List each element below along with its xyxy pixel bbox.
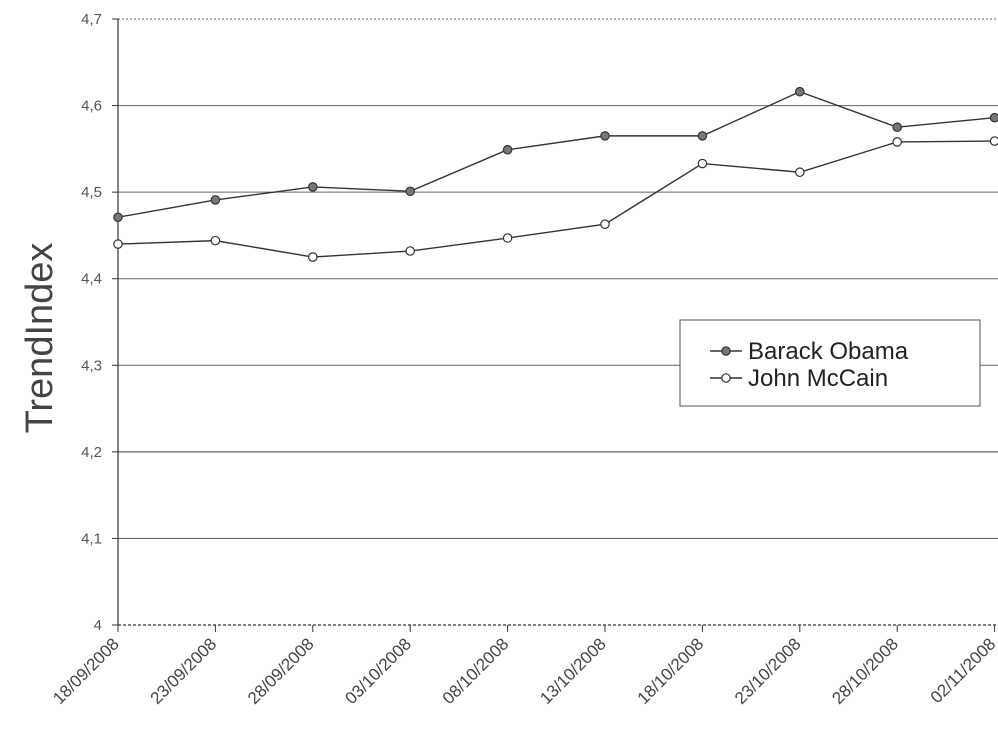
data-point <box>307 252 318 262</box>
series-line <box>117 90 995 218</box>
series-lines <box>113 86 998 262</box>
data-point <box>697 158 708 169</box>
legend-marker <box>721 373 731 383</box>
y-tick-label: 4,6 <box>81 98 102 115</box>
data-point <box>210 235 221 246</box>
x-tick-label: 28/10/2008 <box>828 634 902 708</box>
x-tick-label: 18/10/2008 <box>634 634 708 708</box>
x-tick-label: 23/10/2008 <box>731 634 805 708</box>
legend-entry-label: John McCain <box>748 365 888 392</box>
y-tick-labels: 4 4,1 4,2 4,3 4,4 4,5 4,6 4,7 <box>81 11 102 634</box>
data-point <box>794 86 805 97</box>
x-tick-labels: 18/09/2008 23/09/2008 28/09/2008 03/10/2008… <box>49 634 998 708</box>
data-point <box>600 219 610 229</box>
data-point <box>113 239 123 249</box>
y-tick-label: 4,3 <box>81 357 102 374</box>
x-tick-label: 28/09/2008 <box>244 634 318 708</box>
data-point <box>210 195 221 205</box>
legend-box <box>679 319 981 407</box>
data-point <box>892 137 902 147</box>
data-point <box>989 136 998 146</box>
y-tick-label: 4,7 <box>81 11 102 28</box>
y-tick-label: 4,4 <box>81 271 102 288</box>
data-point <box>502 144 513 155</box>
gridlines <box>118 18 998 540</box>
y-tick-label: 4,1 <box>81 530 102 547</box>
legend-entry-label: Barack Obama <box>748 338 909 365</box>
data-point <box>697 131 708 141</box>
data-point <box>405 246 415 256</box>
x-tick-label: 03/10/2008 <box>341 634 415 708</box>
y-tick-label: 4,5 <box>81 184 102 201</box>
x-tick-label: 23/09/2008 <box>147 634 221 708</box>
x-tick-label: 08/10/2008 <box>439 634 513 708</box>
data-point <box>989 112 998 123</box>
axes <box>112 18 998 632</box>
data-point <box>113 212 123 223</box>
data-point <box>405 186 415 197</box>
data-point <box>502 233 513 243</box>
data-point <box>892 122 902 133</box>
x-tick-label: 18/09/2008 <box>49 634 123 708</box>
x-tick-label: 13/10/2008 <box>536 634 610 708</box>
x-tick-label: 02/11/2008 <box>927 634 998 707</box>
data-point <box>794 167 805 178</box>
y-tick-label: 4,2 <box>81 444 102 461</box>
data-point <box>600 131 610 141</box>
y-axis-label: TrendIndex <box>19 243 61 434</box>
y-tick-label: 4 <box>94 617 102 634</box>
legend-marker <box>721 346 731 356</box>
data-point <box>307 182 318 192</box>
series-line <box>117 140 995 258</box>
